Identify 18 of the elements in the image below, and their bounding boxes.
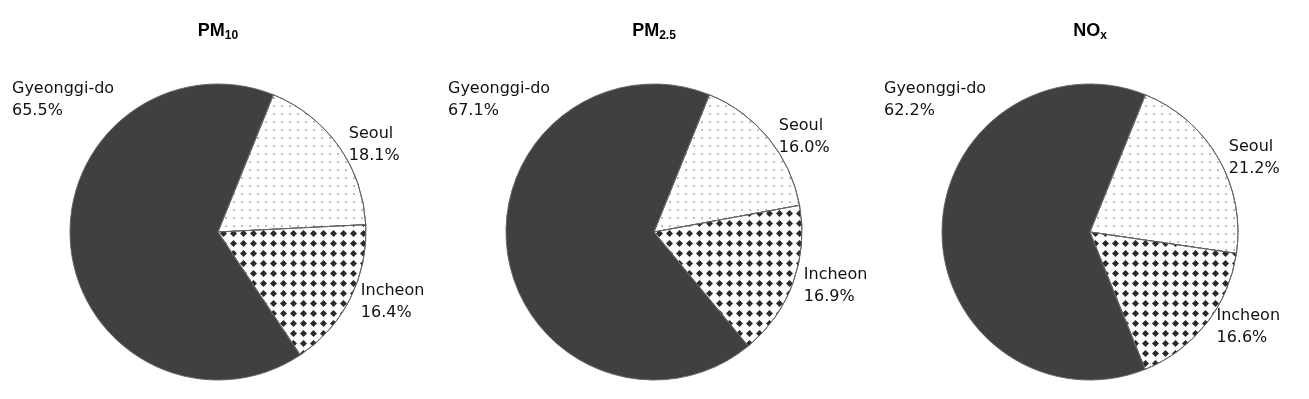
data-label: 62.2%: [884, 99, 935, 119]
slice-label: Incheon: [803, 263, 868, 283]
data-label: 67.1%: [448, 99, 499, 119]
data-label: 16.6%: [1216, 327, 1268, 347]
slice-label: Gyeonggi-do: [884, 77, 987, 97]
data-label: 16.0%: [778, 137, 830, 157]
slice-label: Seoul: [1228, 135, 1274, 155]
slice-label: Gyeonggi-do: [12, 77, 115, 97]
slice-label: Gyeonggi-do: [448, 77, 551, 97]
data-label: 16.4%: [360, 301, 412, 321]
data-label: 16.9%: [803, 285, 855, 305]
data-label: 18.1%: [348, 145, 400, 165]
slice-label: Incheon: [1216, 305, 1281, 325]
slice-label: Seoul: [348, 123, 394, 143]
slice-label: Incheon: [360, 279, 425, 299]
data-label: 65.5%: [12, 99, 63, 119]
data-label: 21.2%: [1228, 157, 1280, 177]
slice-label: Seoul: [778, 115, 824, 135]
